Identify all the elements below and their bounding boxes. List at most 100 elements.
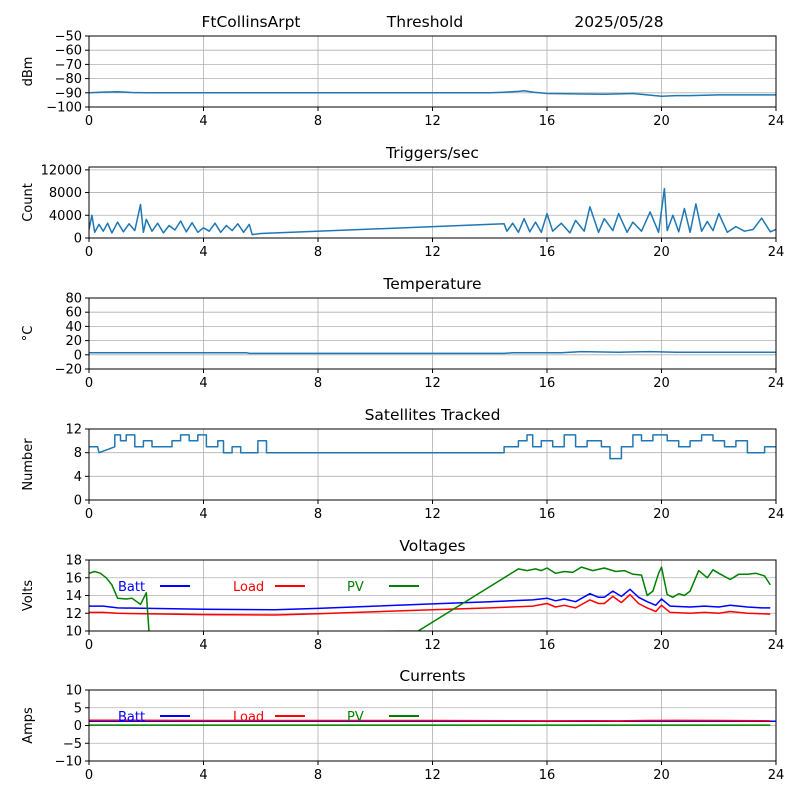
y-tick-label: 8000 [49, 186, 82, 201]
x-tick-label: 12 [424, 638, 441, 653]
series-line-0 [89, 434, 776, 460]
x-tick-label: 24 [768, 638, 785, 653]
y-tick-label: −5 [63, 737, 82, 752]
series-line-0 [89, 187, 776, 236]
chart-title: Temperature [382, 275, 481, 293]
y-tick-label: −60 [55, 44, 82, 59]
chart-title: Satellites Tracked [365, 406, 501, 424]
x-tick-label: 8 [314, 114, 322, 129]
y-tick-label: −90 [55, 86, 82, 101]
series-line-batt [89, 588, 771, 611]
series-line-load [89, 719, 771, 722]
x-tick-label: 20 [653, 114, 670, 129]
series-line-load [89, 593, 771, 616]
x-tick-label: 16 [539, 245, 556, 260]
x-tick-label: 20 [653, 638, 670, 653]
y-tick-label: −80 [55, 72, 82, 87]
x-tick-label: 16 [539, 768, 556, 783]
y-tick-label: 5 [74, 701, 82, 716]
x-tick-label: 20 [653, 376, 670, 391]
legend-label-load: Load [233, 710, 264, 725]
station-name: FtCollinsArpt [201, 13, 300, 31]
x-tick-label: 8 [314, 245, 322, 260]
y-tick-label: 12000 [41, 163, 82, 178]
y-tick-label: 4000 [49, 209, 82, 224]
y-axis-label: °C [21, 326, 36, 342]
y-tick-label: 10 [65, 625, 82, 640]
legend-label-pv: PV [347, 710, 364, 725]
x-tick-label: 24 [768, 114, 785, 129]
plot-date: 2025/05/28 [574, 13, 663, 31]
y-tick-label: −10 [55, 755, 82, 770]
x-tick-label: 16 [539, 114, 556, 129]
x-tick-label: 20 [653, 768, 670, 783]
y-tick-label: 80 [65, 292, 82, 307]
y-tick-label: 12 [65, 607, 82, 622]
x-tick-label: 16 [539, 507, 556, 522]
x-tick-label: 8 [314, 376, 322, 391]
chart-title: Triggers/sec [385, 144, 479, 162]
y-tick-label: 16 [65, 571, 82, 586]
series-line-0 [89, 350, 776, 355]
y-tick-label: 0 [74, 719, 82, 734]
x-tick-label: 16 [539, 376, 556, 391]
chart-voltages: 0 4 8 12 16 20 24 10 12 14 16 18 Voltages Volts Batt Lo… [21, 537, 784, 653]
chart-triggers: 0 4 8 12 16 20 24 0 4000 8000 12000 Triggers/sec Cou… [21, 144, 784, 260]
plot-mode: Threshold [386, 13, 463, 31]
y-tick-label: 0 [74, 348, 82, 363]
x-tick-label: 4 [199, 638, 207, 653]
x-tick-label: 4 [199, 245, 207, 260]
chart-satellites: 0 4 8 12 16 20 24 0 4 8 12 Satellites Tracked Number [21, 406, 784, 522]
y-tick-label: 0 [74, 232, 82, 247]
x-tick-label: 24 [768, 768, 785, 783]
chart-signal: 0 4 8 12 16 20 24 −100−90−80−70−60−50 dBm [21, 30, 784, 130]
y-axis-label: dBm [21, 57, 36, 87]
chart-title: Currents [399, 667, 465, 685]
x-tick-label: 12 [424, 507, 441, 522]
y-axis-label: Number [21, 438, 36, 491]
series-line-0 [89, 90, 776, 98]
x-tick-label: 0 [85, 768, 93, 783]
y-tick-label: 12 [65, 423, 82, 438]
figure-header: FtCollinsArpt Threshold 2025/05/28 [201, 13, 663, 31]
legend-label-batt: Batt [118, 710, 145, 725]
x-tick-label: 24 [768, 376, 785, 391]
x-tick-label: 0 [85, 638, 93, 653]
x-tick-label: 20 [653, 245, 670, 260]
y-tick-label: 8 [74, 446, 82, 461]
x-tick-label: 4 [199, 114, 207, 129]
x-tick-label: 4 [199, 376, 207, 391]
x-tick-label: 12 [424, 768, 441, 783]
y-tick-label: 40 [65, 320, 82, 335]
y-tick-label: 0 [74, 494, 82, 509]
y-axis-label: Count [21, 183, 36, 222]
y-tick-label: 60 [65, 306, 82, 321]
x-tick-label: 0 [85, 376, 93, 391]
x-tick-label: 0 [85, 114, 93, 129]
x-tick-label: 16 [539, 638, 556, 653]
y-axis-label: Volts [21, 580, 36, 612]
x-tick-label: 12 [424, 245, 441, 260]
x-tick-label: 8 [314, 768, 322, 783]
x-tick-label: 8 [314, 638, 322, 653]
x-tick-label: 0 [85, 245, 93, 260]
x-tick-label: 12 [424, 114, 441, 129]
x-tick-label: 24 [768, 245, 785, 260]
x-tick-label: 8 [314, 507, 322, 522]
y-axis-label: Amps [21, 707, 36, 744]
legend-label-load: Load [233, 580, 264, 595]
legend-label-batt: Batt [118, 580, 145, 595]
x-tick-label: 12 [424, 376, 441, 391]
y-tick-label: 18 [65, 554, 82, 569]
y-tick-label: −20 [55, 363, 82, 378]
chart-currents: 0 4 8 12 16 20 24 −10 −5 0 5 10 Currents Amps Batt Load… [21, 667, 784, 783]
y-tick-label: 14 [65, 589, 82, 604]
legend-label-pv: PV [347, 580, 364, 595]
x-tick-label: 24 [768, 507, 785, 522]
y-tick-label: −70 [55, 58, 82, 73]
x-tick-label: 4 [199, 507, 207, 522]
y-tick-label: 4 [74, 470, 82, 485]
x-tick-label: 20 [653, 507, 670, 522]
